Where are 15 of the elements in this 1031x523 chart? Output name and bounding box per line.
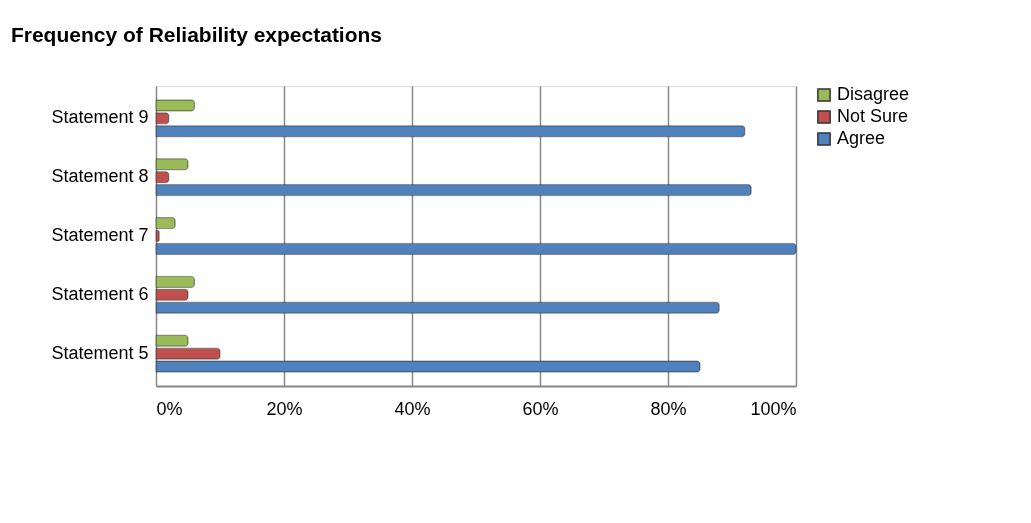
y-tick-label: Statement 6: [51, 283, 149, 304]
y-tick-label: Statement 8: [51, 166, 149, 187]
y-tick-label: Statement 7: [51, 225, 149, 245]
legend-label: Not Sure: [837, 106, 909, 126]
x-tick-label: 100%: [750, 398, 797, 419]
x-tick-label: 0%: [156, 398, 183, 419]
x-tick-label: 60%: [522, 398, 559, 419]
x-tick-label: 40%: [394, 398, 431, 419]
x-tick-label: 80%: [650, 398, 687, 419]
legend-label: Agree: [837, 128, 886, 148]
x-tick-label: 20%: [266, 398, 303, 419]
chart-title: Frequency of Reliability expectations: [10, 23, 383, 46]
y-tick-label: Statement 5: [51, 342, 149, 363]
y-tick-label: Statement 9: [51, 107, 149, 128]
legend-label: Disagree: [837, 84, 910, 104]
